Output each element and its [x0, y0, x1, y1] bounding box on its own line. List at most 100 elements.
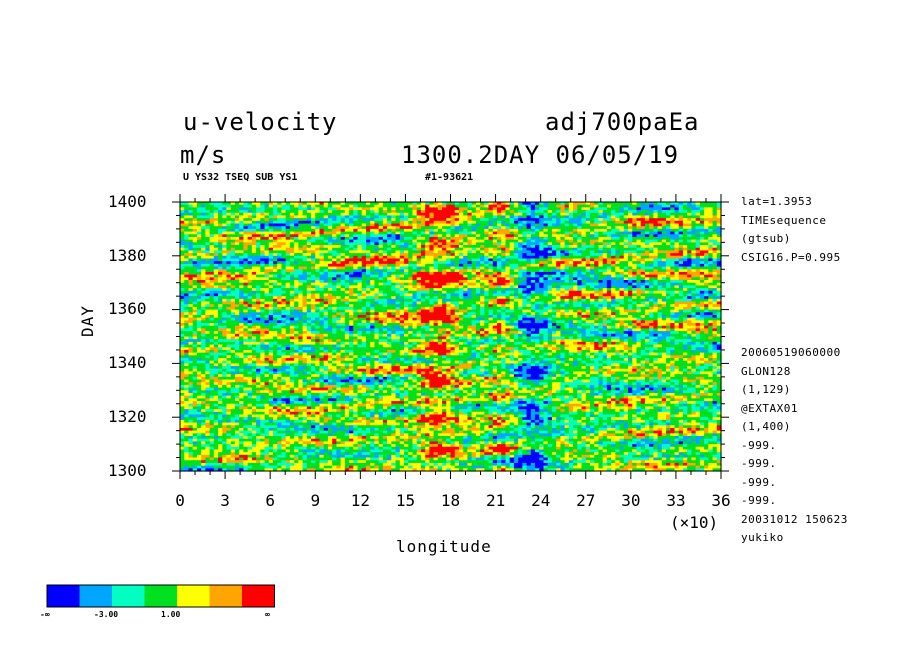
- heatmap-cell: [327, 277, 333, 281]
- heatmap-cell: [327, 231, 333, 235]
- heatmap-cell: [678, 242, 684, 246]
- heatmap-cell: [226, 280, 232, 284]
- heatmap-cell: [539, 280, 545, 284]
- heatmap-cell: [332, 218, 337, 222]
- heatmap-cell: [636, 274, 642, 278]
- heatmap-cell: [539, 269, 545, 273]
- heatmap-cell: [251, 212, 257, 217]
- heatmap-cell: [661, 236, 667, 241]
- heatmap-cell: [332, 285, 337, 289]
- heatmap-cell: [682, 236, 688, 241]
- heatmap-cell: [226, 271, 232, 276]
- heatmap-cell: [547, 212, 553, 217]
- heatmap-cell: [522, 255, 528, 260]
- heatmap-cell: [628, 242, 633, 246]
- heatmap-cell: [391, 245, 397, 249]
- heatmap-cell: [349, 242, 354, 246]
- heatmap-cell: [209, 282, 215, 286]
- heatmap-cell: [471, 280, 477, 284]
- heatmap-cell: [420, 258, 426, 262]
- heatmap-cell: [188, 242, 194, 246]
- heatmap-cell: [547, 202, 553, 206]
- heatmap-cell: [513, 250, 519, 254]
- heatmap-cell: [463, 236, 469, 241]
- heatmap-cell: [218, 282, 223, 286]
- heatmap-cell: [564, 204, 570, 208]
- heatmap-cell: [501, 231, 507, 235]
- heatmap-cell: [628, 226, 633, 230]
- heatmap-cell: [556, 255, 561, 260]
- heatmap-cell: [526, 263, 532, 268]
- heatmap-cell: [184, 261, 190, 265]
- heatmap-cell: [226, 223, 232, 227]
- heatmap-cell: [289, 215, 295, 219]
- heatmap-cell: [564, 207, 570, 211]
- heatmap-cell: [657, 236, 663, 241]
- heatmap-cell: [298, 220, 304, 225]
- heatmap-cell: [281, 207, 287, 211]
- heatmap-cell: [547, 239, 553, 243]
- heatmap-cell: [234, 282, 240, 286]
- heatmap-cell: [708, 207, 714, 211]
- heatmap-cell: [412, 261, 418, 265]
- heatmap-cell: [666, 271, 671, 276]
- heatmap-cell: [505, 228, 511, 233]
- heatmap-cell: [277, 280, 283, 284]
- heatmap-cell: [391, 239, 397, 243]
- heatmap-cell: [543, 223, 549, 227]
- heatmap-cell: [264, 231, 270, 235]
- heatmap-cell: [336, 231, 342, 235]
- heatmap-cell: [251, 282, 257, 286]
- heatmap-cell: [708, 236, 714, 241]
- heatmap-cell: [450, 226, 456, 230]
- heatmap-cell: [382, 226, 388, 230]
- heatmap-cell: [205, 215, 211, 219]
- heatmap-cell: [416, 212, 422, 217]
- heatmap-cell: [509, 247, 515, 252]
- heatmap-cell: [463, 212, 469, 217]
- heatmap-cell: [640, 250, 646, 254]
- heatmap-cell: [687, 280, 693, 284]
- heatmap-cell: [547, 234, 553, 238]
- heatmap-cell: [399, 274, 405, 278]
- heatmap-cell: [606, 274, 612, 278]
- heatmap-cell: [458, 236, 464, 241]
- heatmap-cell: [568, 247, 574, 252]
- heatmap-cell: [699, 253, 705, 257]
- heatmap-cell: [649, 202, 654, 206]
- heatmap-cell: [387, 266, 392, 270]
- heatmap-cell: [416, 250, 422, 254]
- heatmap-cell: [674, 226, 680, 230]
- heatmap-cell: [404, 236, 409, 241]
- heatmap-cell: [327, 282, 333, 286]
- heatmap-cell: [281, 263, 287, 268]
- heatmap-cell: [209, 277, 215, 281]
- heatmap-cell: [492, 236, 498, 241]
- heatmap-cell: [657, 204, 663, 208]
- heatmap-cell: [226, 253, 232, 257]
- heatmap-cell: [636, 245, 642, 249]
- heatmap-cell: [598, 207, 604, 211]
- heatmap-cell: [420, 285, 426, 289]
- heatmap-cell: [585, 202, 591, 206]
- heatmap-cell: [602, 255, 608, 260]
- heatmap-cell: [661, 204, 667, 208]
- heatmap-cell: [289, 204, 295, 208]
- heatmap-cell: [712, 234, 718, 238]
- heatmap-cell: [564, 274, 570, 278]
- heatmap-cell: [526, 255, 532, 260]
- heatmap-cell: [492, 280, 498, 284]
- heatmap-cell: [526, 271, 532, 276]
- heatmap-cell: [425, 223, 430, 227]
- heatmap-cell: [188, 288, 194, 292]
- heatmap-cell: [218, 226, 223, 230]
- heatmap-cell: [374, 223, 380, 227]
- heatmap-cell: [281, 242, 287, 246]
- heatmap-cell: [315, 207, 321, 211]
- heatmap-cell: [247, 236, 253, 241]
- heatmap-cell: [699, 250, 705, 254]
- heatmap-cell: [467, 247, 473, 252]
- heatmap-cell: [670, 266, 676, 270]
- heatmap-cell: [429, 226, 435, 230]
- heatmap-cell: [649, 245, 654, 249]
